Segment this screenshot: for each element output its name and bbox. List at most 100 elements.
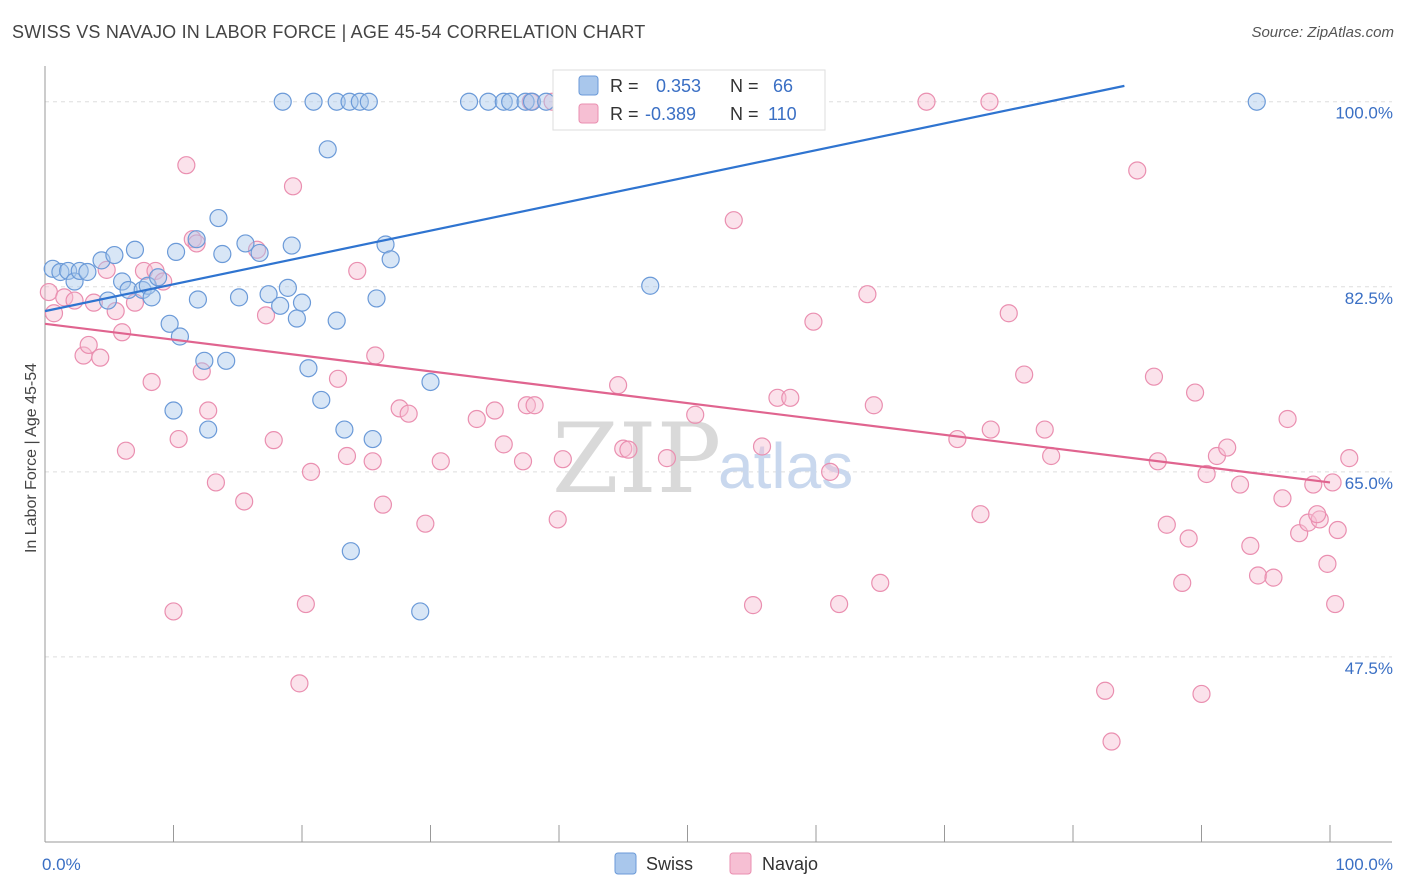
swiss-point	[229, 288, 249, 307]
navajo-point	[743, 596, 763, 615]
swiss-point	[641, 276, 660, 295]
navajo-point	[187, 234, 206, 253]
x-tick-labels: 0.0% 100.0%	[42, 855, 1393, 874]
navajo-point	[821, 462, 840, 481]
swiss-point	[367, 289, 386, 308]
chart-source: Source: ZipAtlas.com	[1251, 24, 1394, 41]
swiss-point	[271, 296, 290, 315]
navajo-point	[1340, 449, 1359, 468]
navajo-point	[1326, 594, 1345, 614]
navajo-point	[206, 473, 226, 492]
swiss-point	[105, 245, 124, 265]
swiss-point	[217, 351, 236, 370]
navajo-point	[177, 156, 196, 175]
swiss-point	[78, 262, 97, 282]
swiss-point	[273, 92, 292, 111]
swiss-point	[421, 372, 440, 392]
swiss-point	[282, 236, 301, 255]
navajo-point	[1144, 367, 1164, 386]
navajo-point	[1192, 684, 1211, 704]
swiss-point	[381, 250, 400, 269]
navajo-point	[1230, 475, 1250, 494]
swiss-point	[125, 240, 145, 259]
navajo-point	[199, 401, 218, 420]
swiss-point	[327, 311, 346, 330]
swiss-point	[1247, 92, 1266, 111]
swiss-point	[70, 261, 89, 281]
navajo-point	[116, 441, 136, 460]
navajo-point	[781, 388, 800, 407]
navajo-point	[980, 92, 999, 111]
swiss-point	[209, 208, 228, 228]
trend-lines	[44, 84, 1331, 484]
swiss-point	[459, 92, 479, 111]
navajo-point	[337, 446, 357, 466]
legend-r-label-navajo: R =	[610, 104, 639, 124]
navajo-point	[768, 388, 787, 407]
y-tick-label: 100.0%	[1335, 104, 1393, 123]
swiss-point	[259, 285, 278, 304]
navajo-point	[283, 177, 303, 196]
grid-layer	[45, 101, 1392, 658]
navajo-point	[1015, 365, 1034, 384]
navajo-point	[513, 452, 533, 471]
chart-title: SWISS VS NAVAJO IN LABOR FORCE | AGE 45-…	[12, 22, 646, 42]
swiss-point	[299, 359, 318, 378]
swiss-point	[340, 92, 359, 111]
navajo-point	[348, 261, 367, 281]
x-tick-label: 0.0%	[42, 855, 81, 874]
swiss-point	[411, 602, 430, 621]
swiss-point	[142, 288, 161, 307]
swiss-point	[166, 242, 186, 261]
swiss-point	[537, 92, 556, 111]
navajo-point	[164, 602, 183, 621]
navajo-point	[247, 240, 267, 259]
legend-n-value-navajo: 110	[768, 104, 797, 124]
navajo-point	[971, 505, 990, 524]
swiss-series	[43, 92, 1266, 621]
navajo-point	[752, 437, 772, 456]
legend-r-value-swiss: 0.353	[656, 76, 701, 96]
swiss-point	[51, 262, 70, 282]
navajo-point	[917, 92, 936, 111]
swiss-point	[292, 293, 312, 312]
navajo-point	[1157, 515, 1176, 534]
swiss-point	[160, 314, 179, 333]
swiss-point	[164, 401, 183, 420]
legend-r-value-navajo: -0.389	[645, 104, 696, 124]
navajo-point	[619, 440, 638, 459]
navajo-point	[1128, 161, 1147, 180]
swiss-point	[236, 234, 255, 253]
swiss-point	[501, 92, 520, 111]
navajo-point	[525, 396, 544, 415]
swiss-point	[494, 92, 513, 111]
x-tick-label: 100.0%	[1335, 855, 1393, 874]
legend-n-label-navajo: N =	[730, 104, 759, 124]
legend-n-value-swiss: 66	[773, 76, 793, 96]
swiss-point	[278, 278, 297, 297]
navajo-point	[290, 674, 309, 693]
navajo-point	[948, 429, 967, 449]
navajo-point	[301, 462, 321, 481]
navajo-point	[864, 396, 883, 415]
navajo-point	[1318, 554, 1337, 573]
navajo-point	[79, 335, 98, 355]
navajo-point	[1278, 409, 1297, 429]
y-tick-label: 65.0%	[1345, 474, 1393, 493]
navajo-point	[1096, 681, 1115, 700]
navajo-point	[256, 306, 276, 325]
swiss-trend-line	[44, 84, 1125, 313]
navajo-point	[1218, 438, 1237, 457]
legend-n-label-swiss: N =	[730, 76, 759, 96]
navajo-point	[830, 594, 849, 614]
swiss-point	[341, 542, 360, 561]
navajo-point	[399, 404, 418, 423]
navajo-point	[858, 285, 877, 304]
swiss-point	[98, 291, 118, 310]
legend-bottom: Swiss Navajo	[614, 852, 818, 875]
swiss-point	[187, 230, 206, 249]
y-axis-title: In Labor Force | Age 45-54	[23, 363, 40, 553]
navajo-point	[871, 573, 890, 593]
navajo-point	[1241, 536, 1260, 555]
